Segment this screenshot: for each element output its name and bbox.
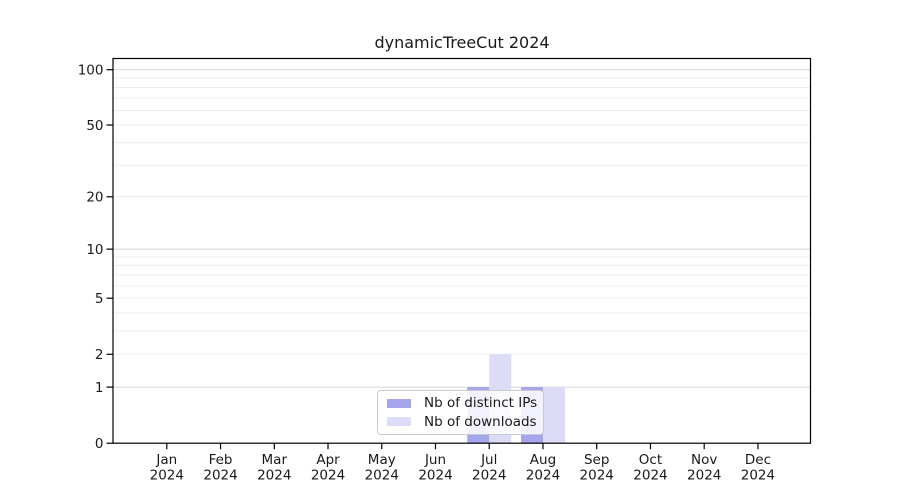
x-tick-label: Nov 2024: [687, 452, 721, 484]
x-tick-label: Mar 2024: [257, 452, 291, 484]
y-tick-label: 1: [95, 380, 104, 396]
y-tick-label: 2: [95, 347, 104, 363]
legend-item: Nb of distinct IPs: [384, 395, 537, 411]
x-tick-label: Jan 2024: [150, 452, 184, 484]
y-tick-label: 0: [95, 436, 104, 452]
legend-swatch: [387, 398, 411, 408]
x-tick-label: Dec 2024: [741, 452, 775, 484]
x-tick-label: Jul 2024: [472, 452, 506, 484]
x-tick-label: Oct 2024: [633, 452, 667, 484]
x-tick-label: Apr 2024: [311, 452, 345, 484]
legend-item: Nb of downloads: [384, 414, 537, 430]
y-tick-label: 50: [86, 118, 103, 134]
y-tick-label: 5: [95, 291, 104, 307]
y-tick-label: 100: [78, 62, 104, 78]
x-tick-label: Sep 2024: [580, 452, 614, 484]
chart-title: dynamicTreeCut 2024: [374, 33, 550, 52]
bar-nb-of-downloads-aug: [542, 387, 565, 444]
legend-label: Nb of downloads: [424, 413, 537, 430]
x-tick-label: Jun 2024: [418, 452, 452, 484]
plot-frame: [112, 57, 812, 444]
x-tick-label: Aug 2024: [526, 452, 560, 484]
y-tick-label: 10: [86, 242, 103, 258]
legend: Nb of distinct IPs Nb of downloads: [377, 390, 544, 435]
y-tick-label: 20: [86, 190, 103, 206]
legend-label: Nb of distinct IPs: [424, 395, 538, 412]
x-tick-label: May 2024: [365, 452, 399, 484]
x-tick-label: Feb 2024: [203, 452, 237, 484]
legend-swatch: [387, 417, 411, 427]
